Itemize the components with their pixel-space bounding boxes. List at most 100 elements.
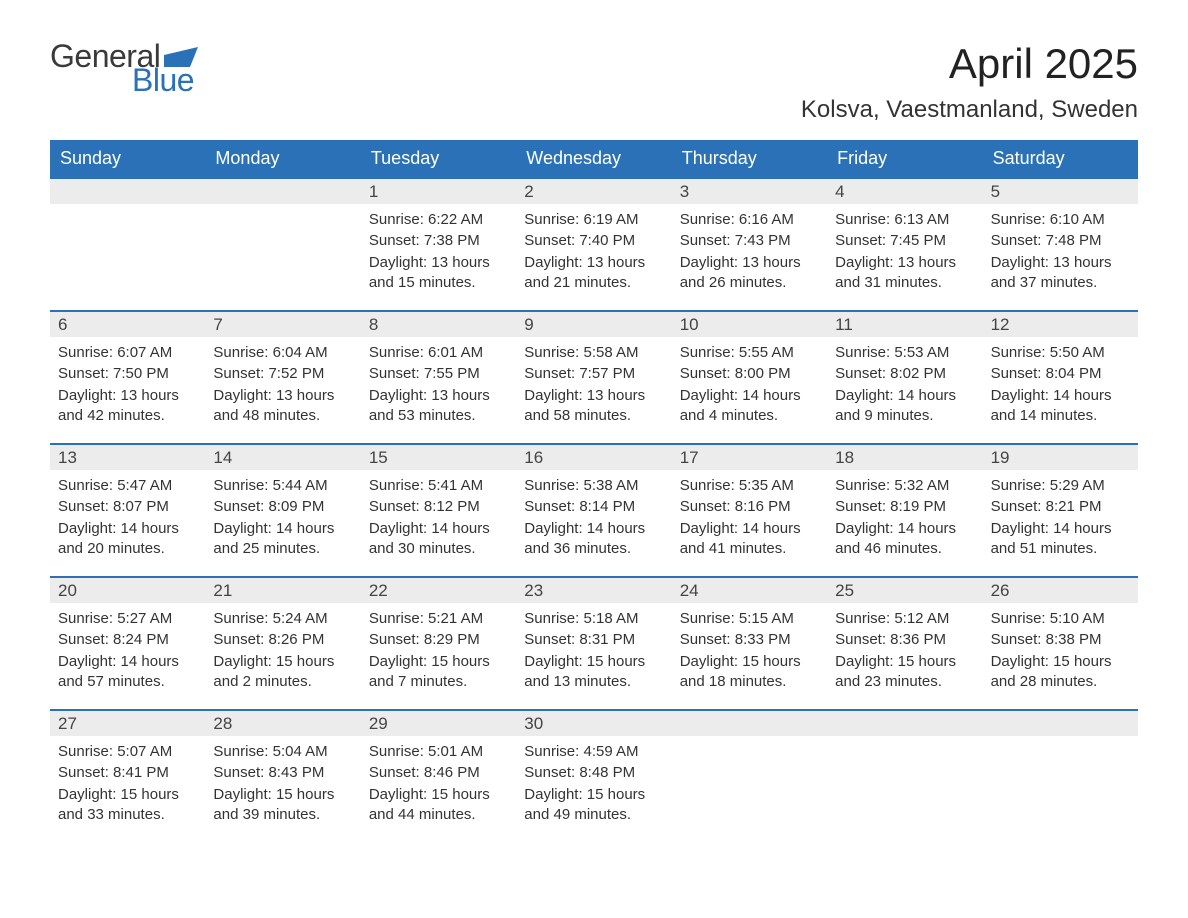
day-body: Sunrise: 6:16 AMSunset: 7:43 PMDaylight:… [672,204,827,298]
day-cell: 17Sunrise: 5:35 AMSunset: 8:16 PMDayligh… [672,445,827,576]
weekday-header-row: SundayMondayTuesdayWednesdayThursdayFrid… [50,140,1138,177]
day-cell [983,711,1138,842]
week-row: 13Sunrise: 5:47 AMSunset: 8:07 PMDayligh… [50,443,1138,576]
day-body: Sunrise: 5:18 AMSunset: 8:31 PMDaylight:… [516,603,671,697]
sunrise-line: Sunrise: 5:10 AM [991,609,1130,629]
day-body: Sunrise: 5:07 AMSunset: 8:41 PMDaylight:… [50,736,205,830]
week-row: 1Sunrise: 6:22 AMSunset: 7:38 PMDaylight… [50,177,1138,310]
day-number [205,179,360,204]
day-number: 17 [672,445,827,470]
day-body: Sunrise: 5:12 AMSunset: 8:36 PMDaylight:… [827,603,982,697]
day-number: 10 [672,312,827,337]
sunrise-line: Sunrise: 5:32 AM [835,476,974,496]
day-number [50,179,205,204]
daylight-line: Daylight: 13 hours and 21 minutes. [524,253,663,294]
sunset-line: Sunset: 8:00 PM [680,364,819,384]
sunset-line: Sunset: 8:48 PM [524,763,663,783]
day-cell: 23Sunrise: 5:18 AMSunset: 8:31 PMDayligh… [516,578,671,709]
daylight-line: Daylight: 13 hours and 58 minutes. [524,386,663,427]
day-cell: 4Sunrise: 6:13 AMSunset: 7:45 PMDaylight… [827,179,982,310]
daylight-line: Daylight: 13 hours and 31 minutes. [835,253,974,294]
daylight-line: Daylight: 14 hours and 57 minutes. [58,652,197,693]
sunrise-line: Sunrise: 6:19 AM [524,210,663,230]
day-body: Sunrise: 5:53 AMSunset: 8:02 PMDaylight:… [827,337,982,431]
day-cell: 26Sunrise: 5:10 AMSunset: 8:38 PMDayligh… [983,578,1138,709]
daylight-line: Daylight: 14 hours and 30 minutes. [369,519,508,560]
sunset-line: Sunset: 7:52 PM [213,364,352,384]
sunrise-line: Sunrise: 5:35 AM [680,476,819,496]
day-number: 3 [672,179,827,204]
sunset-line: Sunset: 7:48 PM [991,231,1130,251]
week-row: 6Sunrise: 6:07 AMSunset: 7:50 PMDaylight… [50,310,1138,443]
day-number: 24 [672,578,827,603]
daylight-line: Daylight: 15 hours and 7 minutes. [369,652,508,693]
day-number: 30 [516,711,671,736]
weekday-header: Tuesday [361,140,516,177]
sunset-line: Sunset: 8:43 PM [213,763,352,783]
sunrise-line: Sunrise: 5:21 AM [369,609,508,629]
header-row: General Blue April 2025 Kolsva, Vaestman… [50,40,1138,124]
sunrise-line: Sunrise: 5:27 AM [58,609,197,629]
weekday-header: Wednesday [516,140,671,177]
daylight-line: Daylight: 14 hours and 41 minutes. [680,519,819,560]
day-cell: 20Sunrise: 5:27 AMSunset: 8:24 PMDayligh… [50,578,205,709]
day-cell: 12Sunrise: 5:50 AMSunset: 8:04 PMDayligh… [983,312,1138,443]
sunset-line: Sunset: 8:24 PM [58,630,197,650]
sunrise-line: Sunrise: 5:12 AM [835,609,974,629]
day-number: 7 [205,312,360,337]
sunrise-line: Sunrise: 5:50 AM [991,343,1130,363]
day-cell: 2Sunrise: 6:19 AMSunset: 7:40 PMDaylight… [516,179,671,310]
day-body: Sunrise: 5:41 AMSunset: 8:12 PMDaylight:… [361,470,516,564]
day-number [983,711,1138,736]
day-body: Sunrise: 6:07 AMSunset: 7:50 PMDaylight:… [50,337,205,431]
sunset-line: Sunset: 8:26 PM [213,630,352,650]
day-cell: 22Sunrise: 5:21 AMSunset: 8:29 PMDayligh… [361,578,516,709]
day-cell: 27Sunrise: 5:07 AMSunset: 8:41 PMDayligh… [50,711,205,842]
sunrise-line: Sunrise: 5:15 AM [680,609,819,629]
day-cell: 14Sunrise: 5:44 AMSunset: 8:09 PMDayligh… [205,445,360,576]
sunrise-line: Sunrise: 5:07 AM [58,742,197,762]
daylight-line: Daylight: 15 hours and 23 minutes. [835,652,974,693]
sunset-line: Sunset: 7:38 PM [369,231,508,251]
sunset-line: Sunset: 8:14 PM [524,497,663,517]
day-number: 11 [827,312,982,337]
sunrise-line: Sunrise: 6:22 AM [369,210,508,230]
page-title: April 2025 [801,40,1138,88]
sunset-line: Sunset: 8:04 PM [991,364,1130,384]
sunrise-line: Sunrise: 5:47 AM [58,476,197,496]
daylight-line: Daylight: 15 hours and 13 minutes. [524,652,663,693]
daylight-line: Daylight: 14 hours and 9 minutes. [835,386,974,427]
day-number: 16 [516,445,671,470]
day-body: Sunrise: 5:44 AMSunset: 8:09 PMDaylight:… [205,470,360,564]
day-number [827,711,982,736]
sunset-line: Sunset: 8:36 PM [835,630,974,650]
sunrise-line: Sunrise: 5:55 AM [680,343,819,363]
day-cell: 29Sunrise: 5:01 AMSunset: 8:46 PMDayligh… [361,711,516,842]
daylight-line: Daylight: 14 hours and 20 minutes. [58,519,197,560]
day-cell: 24Sunrise: 5:15 AMSunset: 8:33 PMDayligh… [672,578,827,709]
weeks-container: 1Sunrise: 6:22 AMSunset: 7:38 PMDaylight… [50,177,1138,842]
day-body: Sunrise: 5:50 AMSunset: 8:04 PMDaylight:… [983,337,1138,431]
day-number: 13 [50,445,205,470]
day-body: Sunrise: 6:01 AMSunset: 7:55 PMDaylight:… [361,337,516,431]
day-number: 14 [205,445,360,470]
day-number [672,711,827,736]
weekday-header: Thursday [672,140,827,177]
day-body: Sunrise: 6:04 AMSunset: 7:52 PMDaylight:… [205,337,360,431]
day-cell: 28Sunrise: 5:04 AMSunset: 8:43 PMDayligh… [205,711,360,842]
sunset-line: Sunset: 8:29 PM [369,630,508,650]
sunrise-line: Sunrise: 6:07 AM [58,343,197,363]
day-number: 25 [827,578,982,603]
weekday-header: Sunday [50,140,205,177]
weekday-header: Saturday [983,140,1138,177]
sunset-line: Sunset: 7:57 PM [524,364,663,384]
sunrise-line: Sunrise: 5:38 AM [524,476,663,496]
daylight-line: Daylight: 14 hours and 51 minutes. [991,519,1130,560]
day-cell: 21Sunrise: 5:24 AMSunset: 8:26 PMDayligh… [205,578,360,709]
daylight-line: Daylight: 14 hours and 46 minutes. [835,519,974,560]
daylight-line: Daylight: 13 hours and 48 minutes. [213,386,352,427]
day-number: 27 [50,711,205,736]
day-number: 6 [50,312,205,337]
sunrise-line: Sunrise: 6:16 AM [680,210,819,230]
day-cell [205,179,360,310]
